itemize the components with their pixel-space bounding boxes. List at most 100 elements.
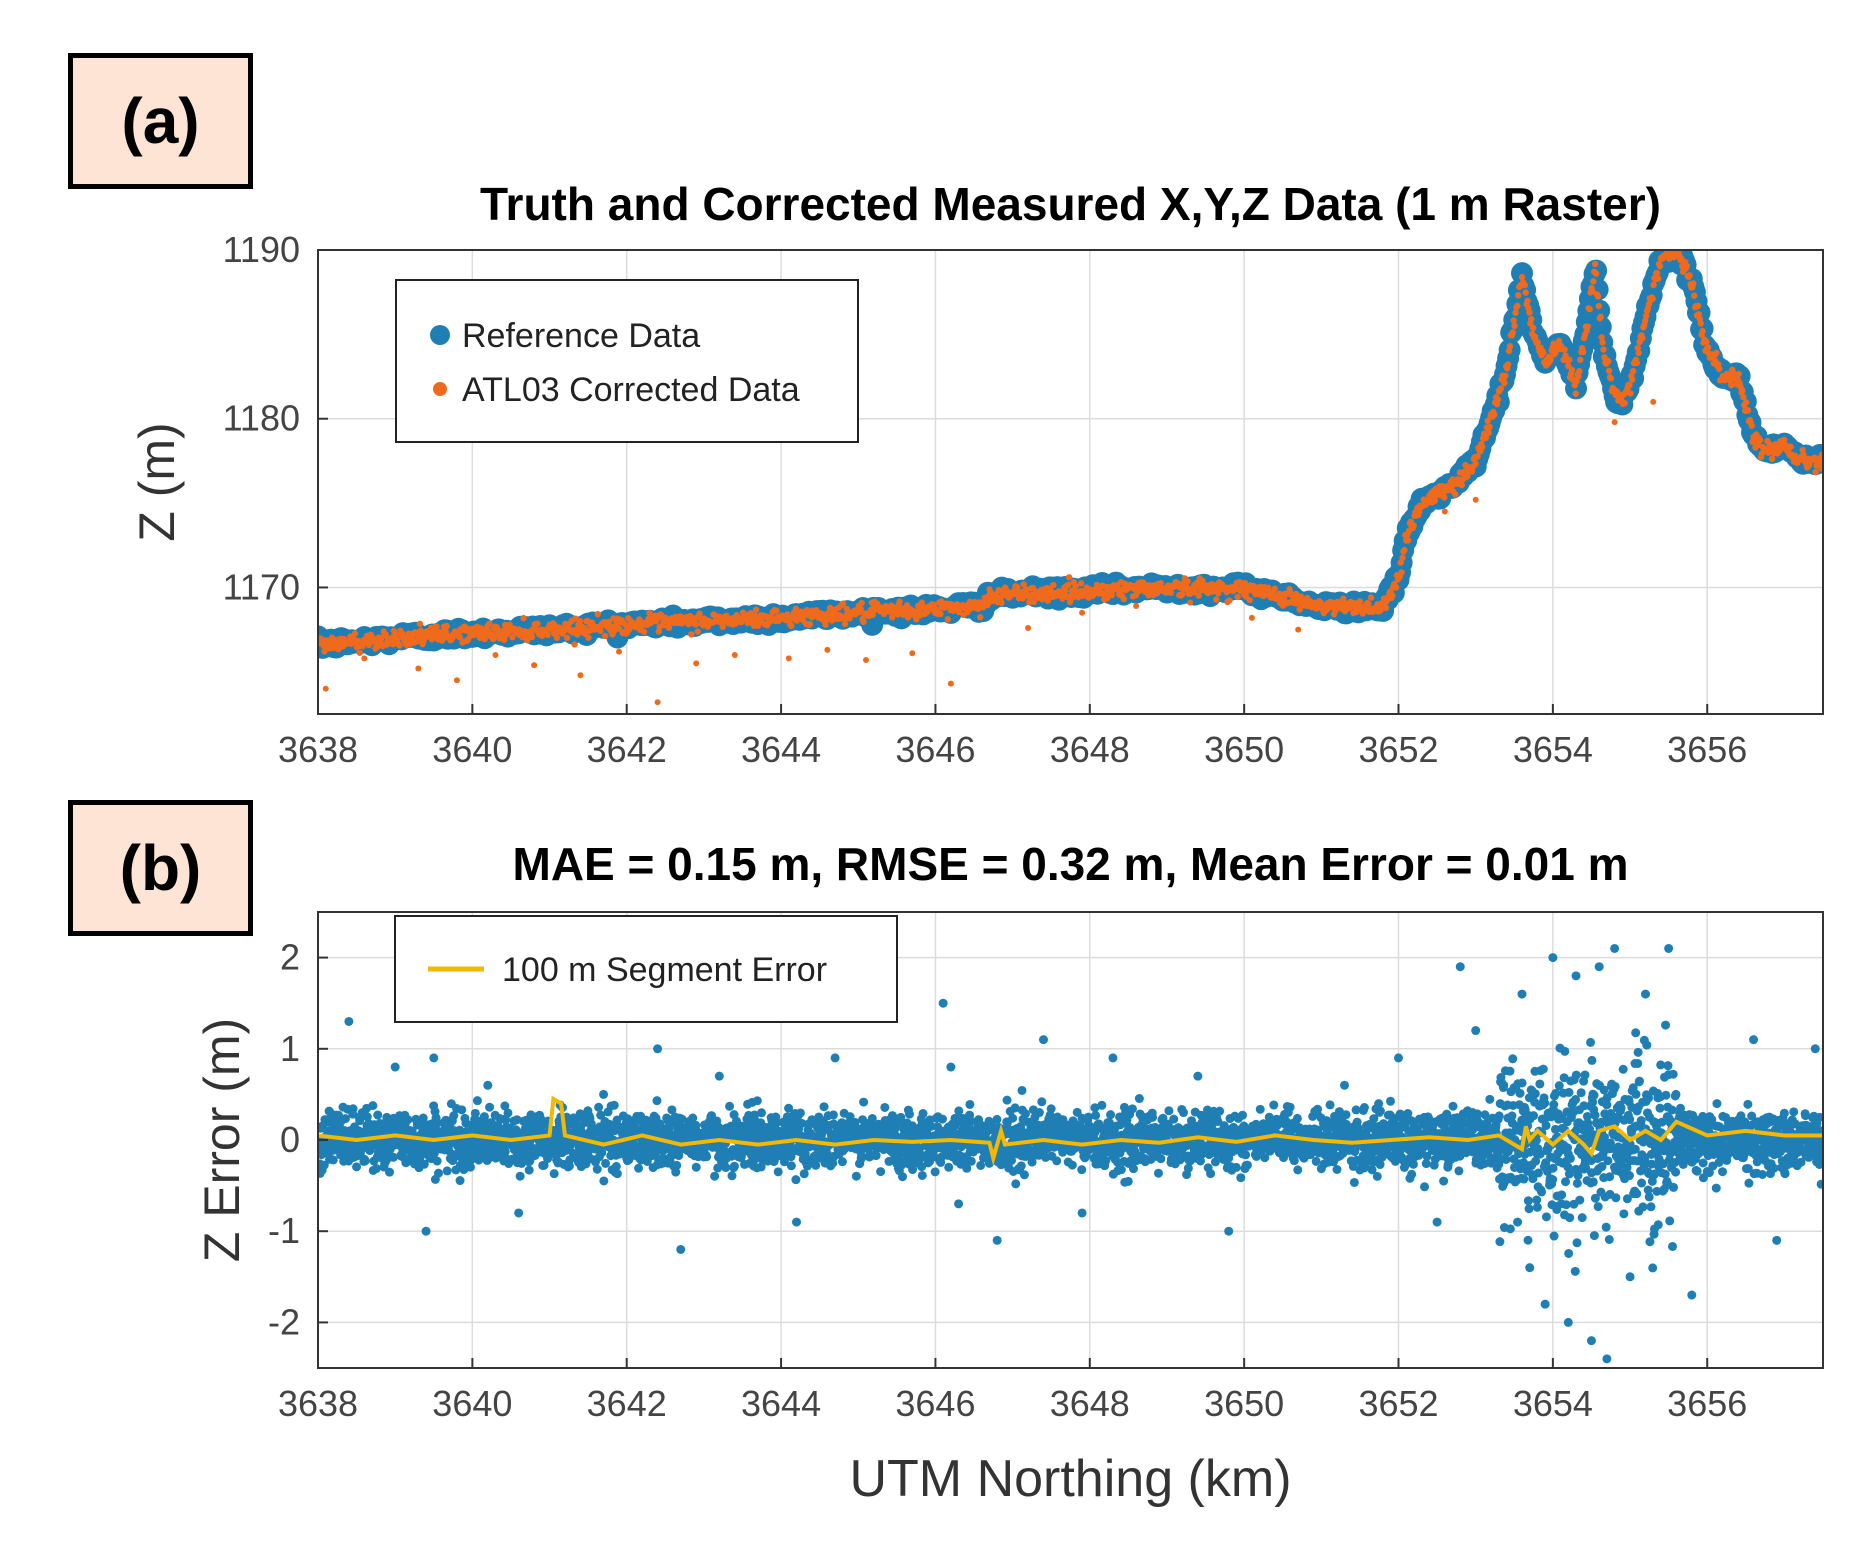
atl03-point xyxy=(1497,385,1504,392)
atl03-point xyxy=(1014,583,1021,591)
atl03-point xyxy=(1568,366,1576,374)
error-point xyxy=(1090,1103,1100,1113)
atl03-point xyxy=(1817,465,1823,472)
error-point xyxy=(937,1114,947,1124)
atl03-outlier-point xyxy=(986,586,993,593)
atl03-point xyxy=(1629,376,1636,383)
error-point xyxy=(757,1108,767,1118)
error-point xyxy=(1052,1156,1062,1166)
error-point xyxy=(976,1160,986,1170)
atl03-point xyxy=(937,610,944,618)
atl03-point xyxy=(1716,365,1723,373)
atl03-point xyxy=(752,606,760,613)
y-tick-label: 1180 xyxy=(223,398,300,439)
atl03-point xyxy=(534,620,541,627)
error-point xyxy=(434,1168,444,1178)
error-point xyxy=(672,1160,682,1170)
atl03-point xyxy=(1145,592,1152,599)
atl03-point xyxy=(353,644,361,651)
atl03-point xyxy=(321,648,328,655)
error-point xyxy=(655,1119,665,1129)
error-point xyxy=(1037,1097,1047,1107)
atl03-point xyxy=(896,598,903,605)
atl03-outlier-point xyxy=(1133,603,1140,610)
error-point xyxy=(962,1163,972,1173)
atl03-point xyxy=(588,619,596,626)
atl03-point xyxy=(1030,598,1038,606)
atl03-point xyxy=(1600,346,1607,353)
x-tick-label: 3642 xyxy=(587,729,667,770)
atl03-point xyxy=(1072,582,1079,590)
x-tick-label: 3650 xyxy=(1204,729,1284,770)
atl03-point xyxy=(839,600,847,607)
atl03-point xyxy=(806,620,813,628)
error-point xyxy=(465,1162,475,1172)
error-point xyxy=(549,1169,559,1179)
error-point xyxy=(784,1103,794,1113)
legend-box xyxy=(395,279,859,443)
atl03-point xyxy=(1511,322,1518,330)
error-point xyxy=(611,1161,621,1171)
atl03-outlier-point xyxy=(654,699,661,706)
x-tick-label: 3652 xyxy=(1358,729,1438,770)
atl03-point xyxy=(1506,343,1514,350)
atl03-point xyxy=(869,611,876,619)
atl03-point xyxy=(1241,580,1249,587)
error-point xyxy=(702,1152,712,1162)
error-point xyxy=(1106,1110,1116,1120)
error-point xyxy=(1007,1155,1017,1165)
legend-marker-reference xyxy=(430,325,450,345)
atl03-point xyxy=(1157,580,1165,587)
atl03-outlier-point xyxy=(1650,398,1657,405)
atl03-point xyxy=(601,632,609,640)
atl03-point xyxy=(1577,356,1584,363)
atl03-point xyxy=(615,625,623,632)
error-point xyxy=(677,1114,687,1124)
atl03-point xyxy=(1713,349,1720,357)
error-point xyxy=(752,1096,762,1106)
atl03-point xyxy=(1474,453,1481,460)
atl03-point xyxy=(1654,275,1662,282)
atl03-point xyxy=(433,623,440,630)
atl03-point xyxy=(1599,339,1606,346)
error-point xyxy=(609,1100,619,1110)
atl03-point xyxy=(1265,584,1272,591)
atl03-outlier-point xyxy=(693,660,700,667)
atl03-point xyxy=(1441,494,1448,501)
atl03-point xyxy=(1642,312,1650,320)
atl03-point xyxy=(351,630,359,637)
atl03-point xyxy=(1526,309,1533,316)
error-point xyxy=(612,1169,622,1179)
atl03-point xyxy=(1594,293,1602,300)
error-point xyxy=(470,1108,480,1118)
atl03-outlier-point xyxy=(947,680,954,687)
error-point xyxy=(517,1158,527,1168)
atl03-outlier-point xyxy=(1441,508,1448,515)
atl03-point xyxy=(1691,292,1698,299)
atl03-point xyxy=(597,627,604,635)
error-point xyxy=(472,1096,482,1106)
atl03-point xyxy=(1818,451,1823,458)
error-point xyxy=(966,1156,976,1166)
y-axis-label: Z (m) xyxy=(129,422,185,541)
error-point xyxy=(710,1171,720,1181)
atl03-point xyxy=(1410,522,1417,529)
atl03-point xyxy=(1050,581,1057,589)
atl03-point xyxy=(655,628,663,635)
atl03-point xyxy=(1597,313,1604,320)
error-point xyxy=(857,1151,867,1161)
atl03-point xyxy=(640,628,648,635)
atl03-point xyxy=(1529,324,1537,332)
atl03-point xyxy=(1683,262,1691,270)
atl03-point xyxy=(544,631,551,639)
error-point xyxy=(515,1171,525,1181)
atl03-point xyxy=(773,607,780,614)
atl03-point xyxy=(998,599,1005,607)
error-point xyxy=(500,1147,510,1157)
atl03-point xyxy=(1478,443,1486,451)
atl03-point xyxy=(1108,592,1115,599)
atl03-outlier-point xyxy=(616,648,622,655)
atl03-point xyxy=(1607,375,1615,382)
atl03-point xyxy=(788,622,795,630)
error-point xyxy=(368,1101,378,1111)
